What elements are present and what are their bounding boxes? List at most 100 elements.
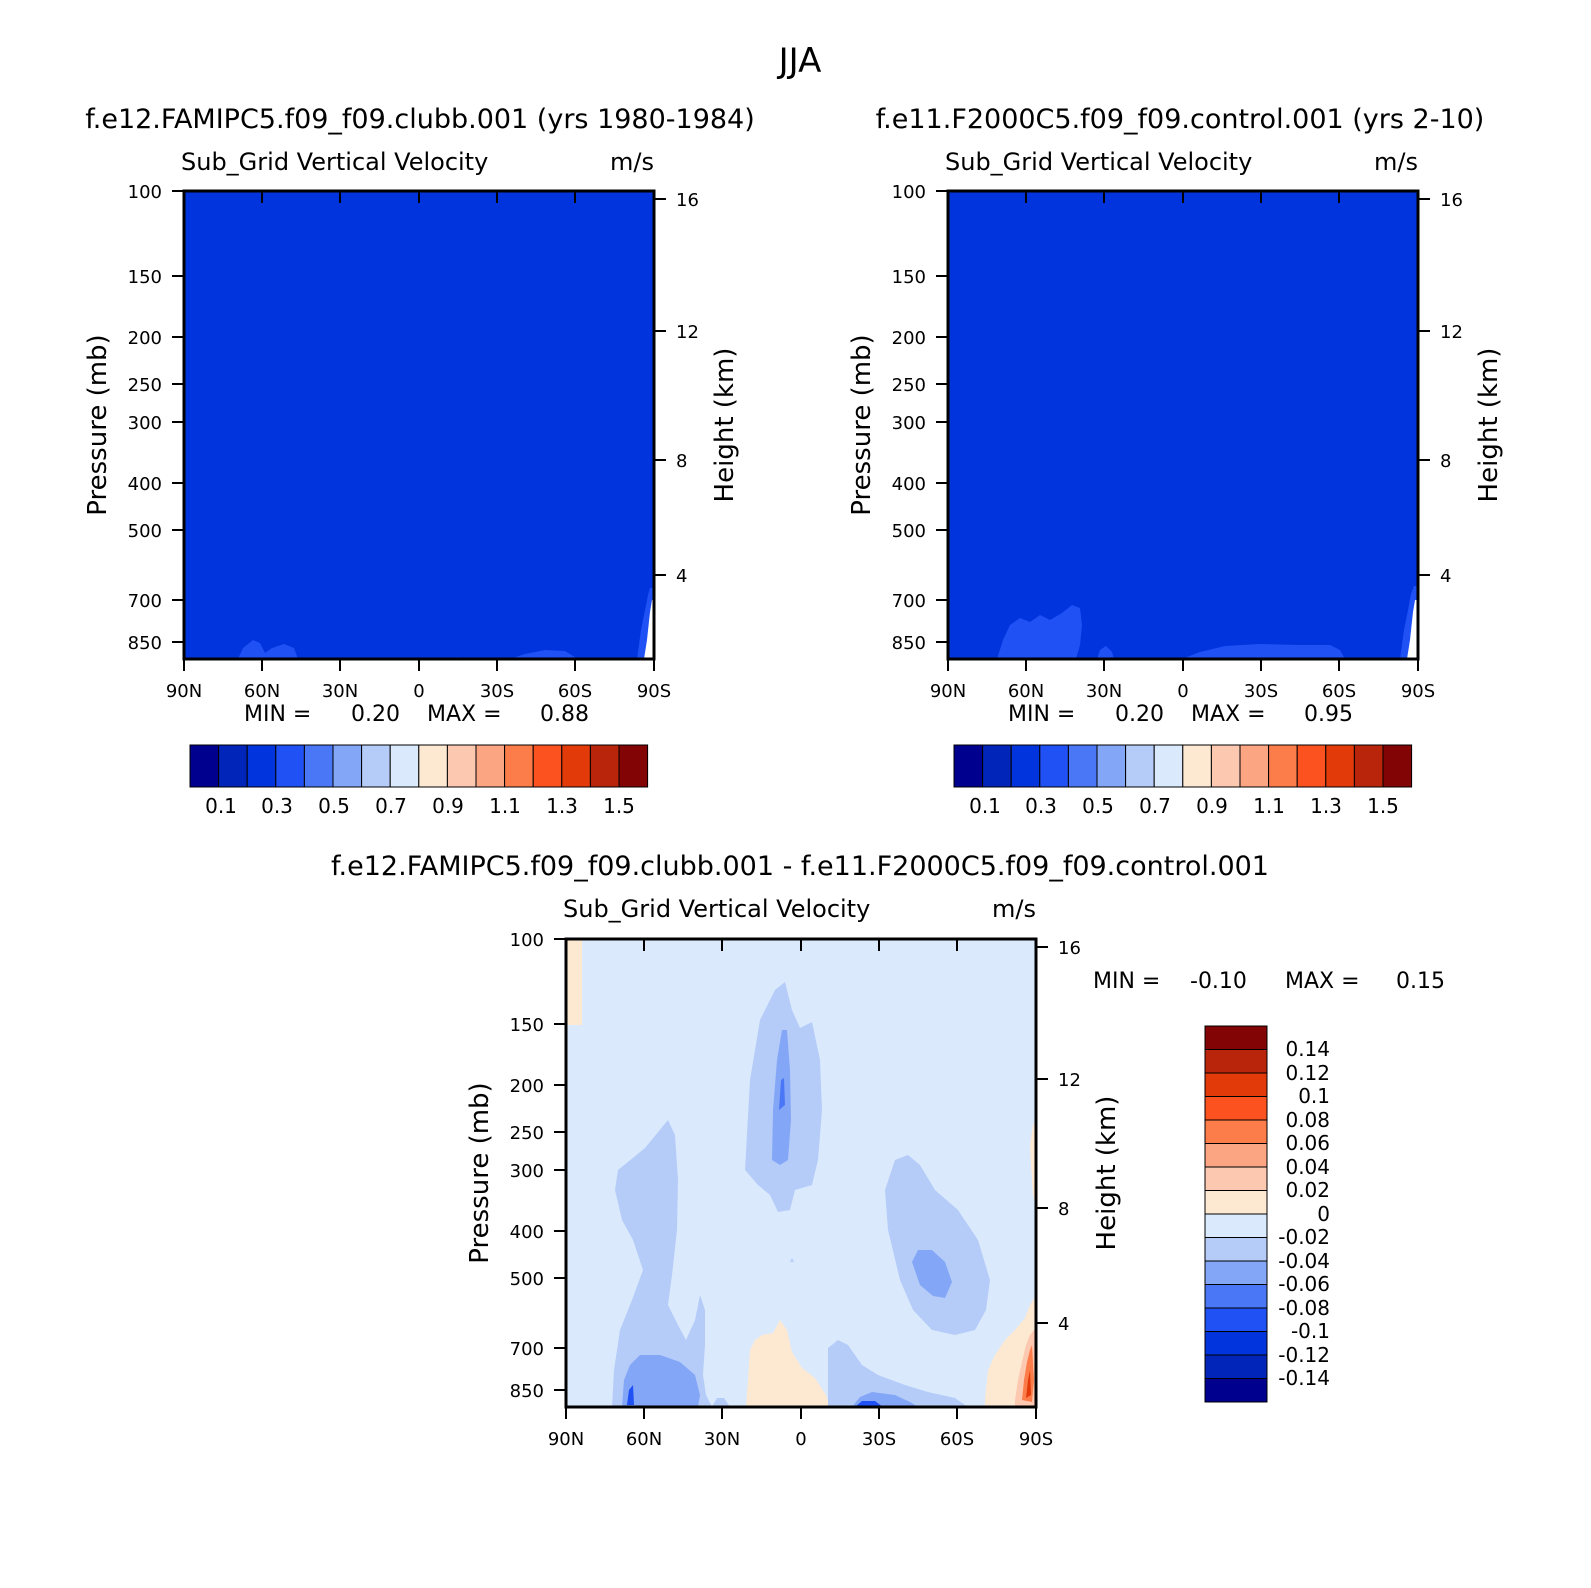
panel-diff-y-tick-label: 500 bbox=[510, 1269, 544, 1290]
panel-1: f.e12.FAMIPC5.f09_f09.clubb.001 (yrs 198… bbox=[83, 104, 755, 818]
panel-2-x-axis: 90N 60N 30N 0 30S 60S 90S bbox=[930, 191, 1435, 702]
panel-diff-min-label: MIN = bbox=[1093, 969, 1160, 994]
colorbar-swatch bbox=[1268, 744, 1298, 788]
colorbar-swatch bbox=[189, 744, 220, 788]
colorbar-swatch bbox=[1204, 1354, 1268, 1379]
panel-diff-variable: Sub_Grid Vertical Velocity bbox=[563, 895, 870, 923]
panel-1-y-tick-label: 200 bbox=[128, 328, 162, 349]
panel-2-plot-background bbox=[948, 191, 1418, 659]
colorbar-label: 0.3 bbox=[1025, 794, 1057, 818]
panel-diff-positive-peak-core bbox=[1026, 1370, 1031, 1398]
colorbar-label: 0.1 bbox=[969, 794, 1001, 818]
colorbar-swatch bbox=[1096, 744, 1127, 788]
colorbar-label: 0.7 bbox=[375, 794, 407, 818]
colorbar-label: -0.02 bbox=[1278, 1225, 1330, 1249]
colorbar-label: 0.12 bbox=[1285, 1061, 1330, 1085]
panel-diff-x-tick-label: 60N bbox=[626, 1429, 662, 1450]
panel-1-x-tick-label: 0 bbox=[413, 681, 424, 702]
colorbar-swatch bbox=[1204, 1143, 1268, 1168]
panel-1-y-tick-label: 100 bbox=[128, 182, 162, 203]
panel-diff-y-tick-label: 150 bbox=[510, 1015, 544, 1036]
colorbar-swatch bbox=[1039, 744, 1069, 788]
panel-1-right-axis: 16 12 8 4 bbox=[654, 190, 699, 587]
colorbar-swatch bbox=[1204, 1166, 1268, 1191]
colorbar-swatch bbox=[332, 744, 363, 788]
colorbar-swatch bbox=[361, 744, 391, 788]
panel-2-x-tick-label: 90S bbox=[1401, 681, 1435, 702]
panel-2-y-tick-label: 250 bbox=[892, 375, 926, 396]
panel-1-y-tick-label: 700 bbox=[128, 591, 162, 612]
panel-diff-max-value: 0.15 bbox=[1396, 969, 1445, 994]
colorbar-swatch bbox=[1382, 744, 1413, 788]
panel-diff-positive-strip-north bbox=[566, 939, 582, 1025]
colorbar-label: -0.14 bbox=[1278, 1366, 1330, 1390]
panel-2-y-tick-label: 200 bbox=[892, 328, 926, 349]
panel-diff-right-axis: 16 12 8 4 bbox=[1036, 938, 1081, 1335]
panel-diff-negative-dip-left bbox=[712, 1398, 730, 1407]
panel-2-units: m/s bbox=[1374, 148, 1418, 176]
panel-1-units: m/s bbox=[610, 148, 654, 176]
panel-1-height-tick-label: 4 bbox=[676, 566, 687, 587]
panel-2-y-tick-label: 500 bbox=[892, 521, 926, 542]
panel-2-x-tick-label: 90N bbox=[930, 681, 966, 702]
colorbar-swatch bbox=[218, 744, 248, 788]
colorbar-label: -0.1 bbox=[1291, 1319, 1330, 1343]
colorbar-label: 0.7 bbox=[1139, 794, 1171, 818]
colorbar-swatch bbox=[303, 744, 334, 788]
panel-diff-y-axis: 100 150 200 250 300 400 500 700 850 bbox=[510, 930, 566, 1402]
panel-diff-negative-core-left bbox=[622, 1355, 700, 1407]
colorbar-label: 0.9 bbox=[432, 794, 464, 818]
panel-diff-x-tick-label: 90S bbox=[1019, 1429, 1053, 1450]
page-title: JJA bbox=[777, 41, 822, 81]
panel-1-y-tick-label: 500 bbox=[128, 521, 162, 542]
colorbar-swatch bbox=[561, 744, 591, 788]
panel-diff-title: f.e12.FAMIPC5.f09_f09.clubb.001 - f.e11.… bbox=[331, 851, 1269, 882]
colorbar-swatch bbox=[275, 744, 305, 788]
colorbar-swatch bbox=[418, 744, 448, 788]
panel-2-height-axis-label: Height (km) bbox=[1474, 348, 1504, 503]
panel-2-light-patch-south bbox=[1182, 644, 1345, 659]
panel-diff-negative-contour-mid bbox=[828, 1340, 968, 1407]
panel-diff-height-tick-label: 12 bbox=[1058, 1070, 1081, 1091]
panel-diff: f.e12.FAMIPC5.f09_f09.clubb.001 - f.e11.… bbox=[331, 851, 1445, 1450]
panel-diff-height-tick-label: 16 bbox=[1058, 938, 1081, 959]
panel-diff-x-tick-label: 30S bbox=[862, 1429, 896, 1450]
panel-diff-x-tick-label: 0 bbox=[795, 1429, 806, 1450]
colorbar-label: 0.08 bbox=[1285, 1108, 1330, 1132]
panel-diff-negative-spot-tiny bbox=[790, 1258, 794, 1262]
colorbar-swatch bbox=[1204, 1284, 1268, 1309]
panel-1-x-tick-label: 60N bbox=[244, 681, 280, 702]
colorbar-label: 0.3 bbox=[261, 794, 293, 818]
panel-diff-negative-contour-south bbox=[885, 1155, 990, 1335]
panel-1-y-tick-label: 250 bbox=[128, 375, 162, 396]
panel-diff-units: m/s bbox=[992, 895, 1036, 923]
colorbar-swatch bbox=[1239, 744, 1270, 788]
colorbar-label: 0 bbox=[1317, 1202, 1330, 1226]
panel-1-title: f.e12.FAMIPC5.f09_f09.clubb.001 (yrs 198… bbox=[85, 104, 755, 135]
panel-diff-y-tick-label: 400 bbox=[510, 1222, 544, 1243]
panel-diff-negative-contour-left bbox=[612, 1120, 712, 1407]
panel-diff-negative-spot-upper bbox=[779, 1078, 785, 1110]
panel-1-light-patch-60n bbox=[238, 640, 298, 659]
colorbar-swatch bbox=[246, 744, 277, 788]
colorbar-label: 0.5 bbox=[1082, 794, 1114, 818]
colorbar-swatch bbox=[1125, 744, 1155, 788]
panel-diff-height-tick-label: 8 bbox=[1058, 1199, 1069, 1220]
colorbar-label: 0.06 bbox=[1285, 1131, 1330, 1155]
colorbar-swatch bbox=[1204, 1260, 1268, 1285]
panel-diff-height-axis-label: Height (km) bbox=[1092, 1096, 1122, 1251]
panel-2-x-tick-label: 60N bbox=[1008, 681, 1044, 702]
panel-1-max-value: 0.88 bbox=[540, 702, 589, 727]
colorbar-swatch bbox=[1204, 1072, 1268, 1097]
colorbar-swatch bbox=[1204, 1025, 1268, 1050]
panel-diff-y-tick-label: 300 bbox=[510, 1161, 544, 1182]
panel-1-x-tick-label: 90S bbox=[637, 681, 671, 702]
colorbar-label: 0.5 bbox=[318, 794, 350, 818]
colorbar-swatch bbox=[1204, 1096, 1268, 1121]
panel-diff-positive-contour-eq bbox=[746, 1320, 830, 1407]
colorbar-label: 1.1 bbox=[1253, 794, 1285, 818]
colorbar-swatch bbox=[1204, 1378, 1268, 1403]
panel-1-y-tick-label: 850 bbox=[128, 633, 162, 654]
colorbar-swatch bbox=[589, 744, 620, 788]
panel-diff-x-tick-label: 90N bbox=[548, 1429, 584, 1450]
